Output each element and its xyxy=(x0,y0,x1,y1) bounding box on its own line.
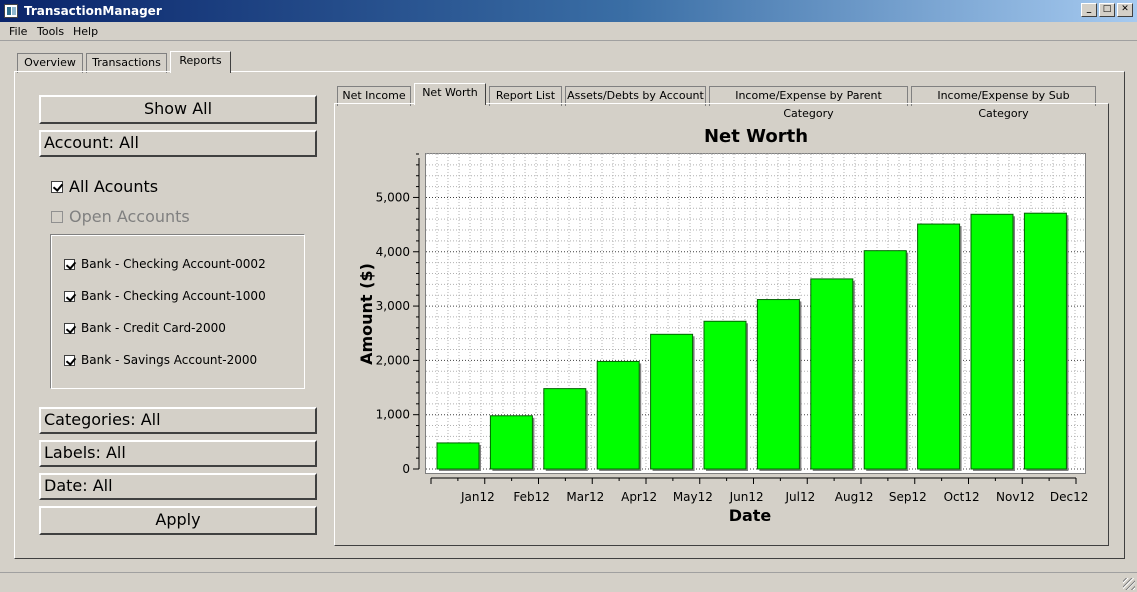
reports-panel xyxy=(14,71,1125,559)
account-item[interactable]: Bank - Credit Card-2000 xyxy=(64,321,226,335)
account-item[interactable]: Bank - Checking Account-1000 xyxy=(64,289,266,303)
net-worth-panel xyxy=(334,103,1109,546)
tab-net-worth[interactable]: Net Worth xyxy=(414,83,486,105)
tab-report-list[interactable]: Report List xyxy=(489,86,562,106)
account-label: Bank - Credit Card-2000 xyxy=(81,321,226,335)
account-label: Bank - Checking Account-1000 xyxy=(81,289,266,303)
menu-separator xyxy=(0,40,1137,41)
all-accounts-checkbox[interactable]: All Acounts xyxy=(51,177,158,196)
account-checkmark xyxy=(64,354,75,366)
account-item[interactable]: Bank - Savings Account-2000 xyxy=(64,353,257,367)
status-bar-separator xyxy=(0,572,1137,573)
menu-tools[interactable]: Tools xyxy=(37,25,65,38)
open-accounts-checkmark xyxy=(51,210,63,223)
labels-filter[interactable]: Labels: All xyxy=(39,440,317,467)
account-label: Bank - Checking Account-0002 xyxy=(81,257,266,271)
tab-overview[interactable]: Overview xyxy=(17,53,83,73)
account-checkmark xyxy=(64,290,75,302)
chart-title: Net Worth xyxy=(703,126,809,147)
tab-income-expense-sub[interactable]: Income/Expense by Sub Category xyxy=(911,86,1096,120)
apply-button[interactable]: Apply xyxy=(39,506,317,535)
window-title: TransactionManager xyxy=(24,4,162,18)
tab-income-expense-parent[interactable]: Income/Expense by Parent Category xyxy=(709,86,908,120)
account-label: Bank - Savings Account-2000 xyxy=(81,353,258,367)
open-accounts-checkbox: Open Accounts xyxy=(51,207,190,226)
tab-assets-debts[interactable]: Assets/Debts by Account xyxy=(565,86,706,106)
close-button[interactable]: ✕ xyxy=(1117,3,1133,17)
minimize-button[interactable]: _ xyxy=(1081,3,1097,17)
title-bar: TransactionManager _ □ ✕ xyxy=(0,0,1137,22)
account-filter[interactable]: Account: All xyxy=(39,130,317,157)
account-list: Bank - Checking Account-0002 Bank - Chec… xyxy=(50,234,305,389)
menu-bar: File Tools Help xyxy=(0,22,1137,42)
app-icon xyxy=(4,4,18,18)
tab-net-income[interactable]: Net Income xyxy=(337,86,411,106)
show-all-button[interactable]: Show All xyxy=(39,95,317,124)
account-checkmark xyxy=(64,322,75,334)
open-accounts-label: Open Accounts xyxy=(69,207,190,226)
resize-grip[interactable] xyxy=(1123,578,1135,590)
menu-help[interactable]: Help xyxy=(73,25,99,38)
tab-transactions[interactable]: Transactions xyxy=(86,53,167,73)
account-item[interactable]: Bank - Checking Account-0002 xyxy=(64,257,266,271)
maximize-button[interactable]: □ xyxy=(1099,3,1115,17)
categories-filter[interactable]: Categories: All xyxy=(39,407,317,434)
plot-area xyxy=(425,153,1086,474)
all-accounts-checkmark xyxy=(51,180,63,193)
all-accounts-label: All Acounts xyxy=(69,177,159,196)
menu-file[interactable]: File xyxy=(9,25,28,38)
tab-reports[interactable]: Reports xyxy=(170,51,231,73)
account-checkmark xyxy=(64,258,75,270)
date-filter[interactable]: Date: All xyxy=(39,473,317,500)
